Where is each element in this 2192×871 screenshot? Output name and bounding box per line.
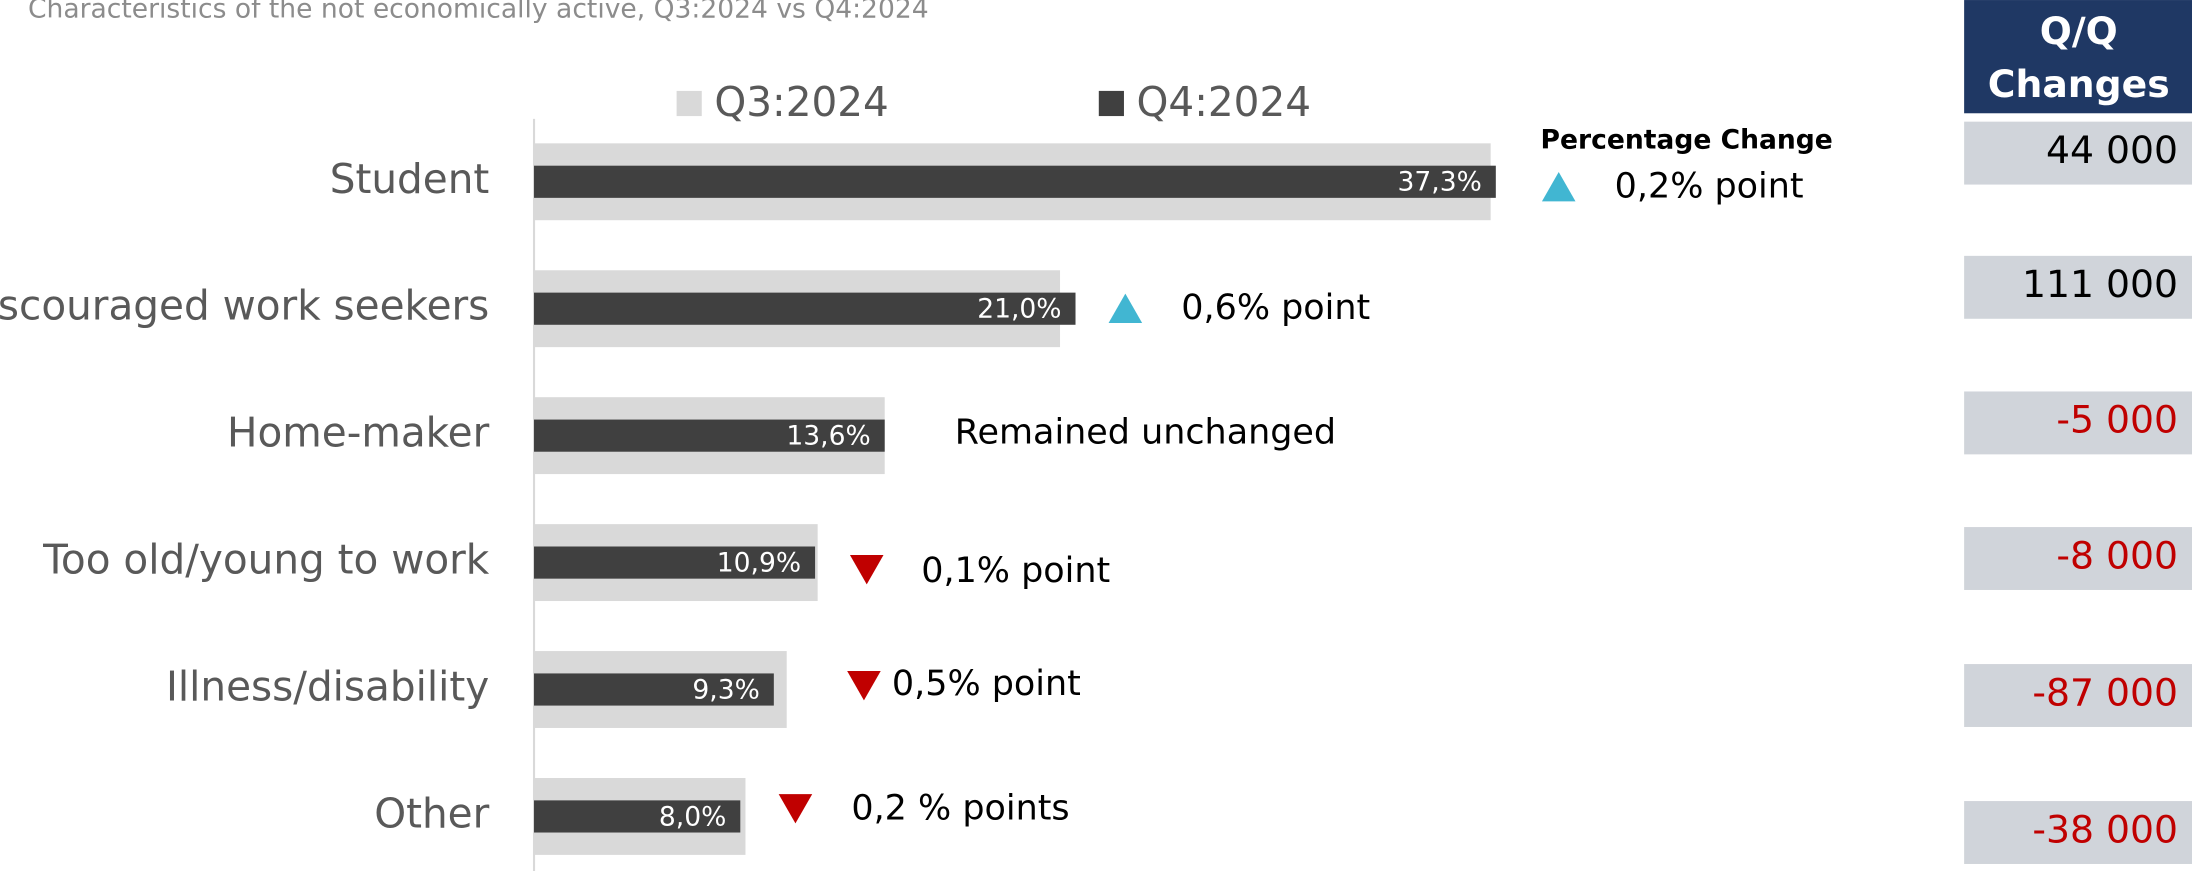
bar [534,546,816,579]
table-cell [1964,801,2192,864]
value-label: 9,3% [692,674,759,705]
annotation-text: Remained unchanged [955,412,1336,452]
legend-swatch [676,90,702,117]
triangle-down [847,671,881,701]
annotation-text: 0,2% point [1615,166,1804,206]
table-value: -5 000 [2056,398,2178,442]
table-header: Q/Q [2040,9,2118,53]
category-label: Home-maker [227,409,490,457]
table-value: 44 000 [2046,128,2178,172]
table-cell [1964,527,2192,590]
value-label: 8,0% [659,801,726,832]
triangle-up [1108,293,1143,323]
value-label: 37,3% [1397,167,1481,198]
triangle-down [778,794,813,824]
legend-label: Q4:2024 [1137,78,1312,126]
annotation-text: 0,1% point [921,551,1110,591]
annotation-text: 0,5% point [892,664,1081,704]
annotation-text: 0,6% point [1181,288,1370,328]
value-label: 21,0% [977,294,1061,325]
triangle-up [1541,171,1576,202]
value-label: 13,6% [786,421,870,452]
category-label: Illness/disability [166,663,489,711]
table-header-bg [1964,0,2192,114]
table-value: 111 000 [2022,262,2178,306]
table-header: Changes [1988,62,2170,106]
table-value: -38 000 [2032,807,2178,851]
table-cell [1964,255,2192,319]
bar [534,419,885,452]
legend-label: Q3:2024 [714,78,889,126]
bar [534,673,774,706]
annotation-title: Percentage Change [1541,125,1833,156]
table-cell [1964,664,2192,727]
bar [534,292,1076,325]
category-label: Student [330,155,490,203]
category-label: Other [374,789,489,837]
value-label: 10,9% [717,547,801,578]
category-label: Discouraged work seekers [0,282,489,330]
triangle-down [849,555,884,585]
category-label: Too old/young to work [42,536,490,584]
legend-swatch [1098,90,1124,117]
table-cell [1964,121,2192,185]
table-cell [1964,391,2192,455]
bar [534,165,1496,198]
table-value: -8 000 [2056,533,2178,577]
table-value: -87 000 [2032,670,2178,714]
annotation-text: 0,2 % points [851,788,1069,828]
bar [534,800,741,833]
chart-title: Characteristics of the not economically … [28,0,929,24]
